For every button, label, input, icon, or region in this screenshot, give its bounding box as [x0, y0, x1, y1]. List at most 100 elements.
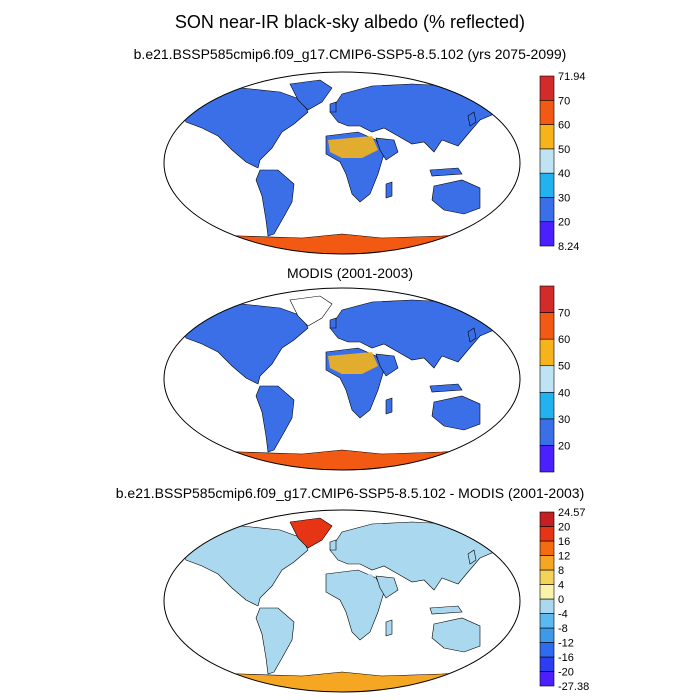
colorbar-label: 0 — [558, 594, 564, 606]
map-border — [163, 509, 521, 693]
land-australia — [431, 395, 481, 431]
colorbar-swatch — [539, 391, 555, 420]
colorbar-swatch — [539, 555, 555, 571]
panel-1-title: b.e21.BSSP585cmip6.f09_g17.CMIP6-SSP5-8.… — [133, 46, 567, 62]
colorbar-label: 24.57 — [558, 507, 586, 519]
colorbar-label: 50 — [558, 144, 570, 156]
colorbar-swatch — [539, 418, 555, 446]
colorbar-label: 8 — [558, 565, 564, 577]
land-japan — [467, 327, 477, 343]
colorbar-swatch — [539, 221, 555, 247]
colorbar-swatch — [539, 526, 555, 542]
colorbar-label: -20 — [558, 667, 574, 679]
land-arabia — [375, 353, 399, 377]
colorbar-panel-2: 20 30 40 50 60 70 — [539, 285, 570, 473]
colorbar-swatch — [539, 569, 555, 585]
map-border — [163, 287, 521, 471]
colorbar-swatch — [539, 124, 555, 150]
colorbar-label: 16 — [558, 536, 570, 548]
land-arabia — [375, 137, 399, 161]
land-antarctica — [169, 669, 515, 692]
colorbar-label: 40 — [558, 387, 570, 399]
land-greenland — [289, 295, 333, 327]
colorbar-label: -8 — [558, 623, 568, 635]
colorbar-panel-1: 8.24 20 30 40 50 60 70 71.94 — [539, 71, 586, 253]
land-japan — [467, 111, 477, 127]
colorbar-label: 20 — [558, 522, 570, 534]
map-panel-3 — [163, 509, 521, 693]
land-indonesia — [429, 167, 463, 177]
land-indonesia — [429, 605, 463, 615]
colorbar-swatch — [539, 642, 555, 658]
colorbar-label: 30 — [558, 414, 570, 426]
land-europeAsia — [329, 299, 499, 369]
land-uk — [329, 539, 337, 551]
land-newZealand — [493, 429, 503, 443]
land-europeAsia — [329, 83, 499, 153]
map-panel-1 — [163, 71, 521, 255]
colorbar-label: -27.38 — [558, 681, 589, 693]
land-southAmerica — [255, 385, 295, 453]
colorbar-swatch — [539, 445, 555, 473]
colorbar-swatch — [539, 598, 555, 614]
map-panel-2 — [163, 287, 521, 471]
colorbar-swatch — [539, 99, 555, 125]
land-northAmerica — [181, 87, 309, 169]
colorbar-label: 20 — [558, 440, 570, 452]
colorbar-swatch — [539, 197, 555, 223]
land-antarctica — [169, 447, 515, 470]
colorbar-swatch — [539, 656, 555, 672]
land-southAmerica — [255, 169, 295, 237]
colorbar-swatch — [539, 148, 555, 174]
colorbar-swatch — [539, 75, 555, 101]
colorbar-label: -12 — [558, 638, 574, 650]
land-antarctica — [169, 231, 515, 254]
colorbar-label: 12 — [558, 551, 570, 563]
colorbar-swatch — [539, 312, 555, 340]
panel-2-title: MODIS (2001-2003) — [286, 265, 414, 281]
colorbar-swatch — [539, 627, 555, 643]
land-newZealand — [493, 651, 503, 665]
colorbar-label: 4 — [558, 580, 564, 592]
colorbar-swatch — [539, 584, 555, 600]
land-madagascar — [385, 619, 393, 637]
land-australia — [431, 617, 481, 653]
land-madagascar — [385, 397, 393, 415]
colorbar-panel-3: -27.38 -20 -16 -12 -8 -4 0 4 8 12 16 20 24.57 — [539, 507, 589, 693]
colorbar-label: 60 — [558, 334, 570, 346]
colorbar-label: 70 — [558, 308, 570, 320]
land-arabia — [375, 575, 399, 599]
land-northAmerica — [181, 303, 309, 385]
colorbar-swatch — [539, 365, 555, 393]
colorbar-label: -4 — [558, 609, 568, 621]
colorbar-label: 50 — [558, 361, 570, 373]
land-newZealand — [493, 213, 503, 227]
colorbar-label: 8.24 — [558, 241, 579, 253]
colorbar-swatch — [539, 671, 555, 687]
region-sahara — [328, 574, 378, 596]
colorbar-swatch — [539, 172, 555, 198]
colorbar-label: 71.94 — [558, 71, 586, 83]
land-europeAsia — [329, 521, 499, 591]
land-southAmerica — [255, 607, 295, 675]
land-japan — [467, 549, 477, 565]
land-northAmerica — [181, 525, 309, 607]
colorbar-label: 60 — [558, 120, 570, 132]
panel-3-title: b.e21.BSSP585cmip6.f09_g17.CMIP6-SSP5-8.… — [115, 485, 585, 501]
colorbar-label: 20 — [558, 217, 570, 229]
map-border — [163, 71, 521, 255]
colorbar-label: 70 — [558, 95, 570, 107]
land-uk — [329, 101, 337, 113]
colorbar-swatch — [539, 613, 555, 629]
region-sahara — [328, 136, 378, 158]
colorbar-label: 40 — [558, 168, 570, 180]
land-greenland — [289, 79, 333, 111]
land-greenland — [289, 517, 333, 549]
land-indonesia — [429, 383, 463, 393]
colorbar-swatch — [539, 338, 555, 367]
land-madagascar — [385, 181, 393, 199]
colorbar-label: -16 — [558, 652, 574, 664]
land-uk — [329, 317, 337, 329]
colorbar-swatch — [539, 511, 555, 527]
colorbar-label: 30 — [558, 192, 570, 204]
